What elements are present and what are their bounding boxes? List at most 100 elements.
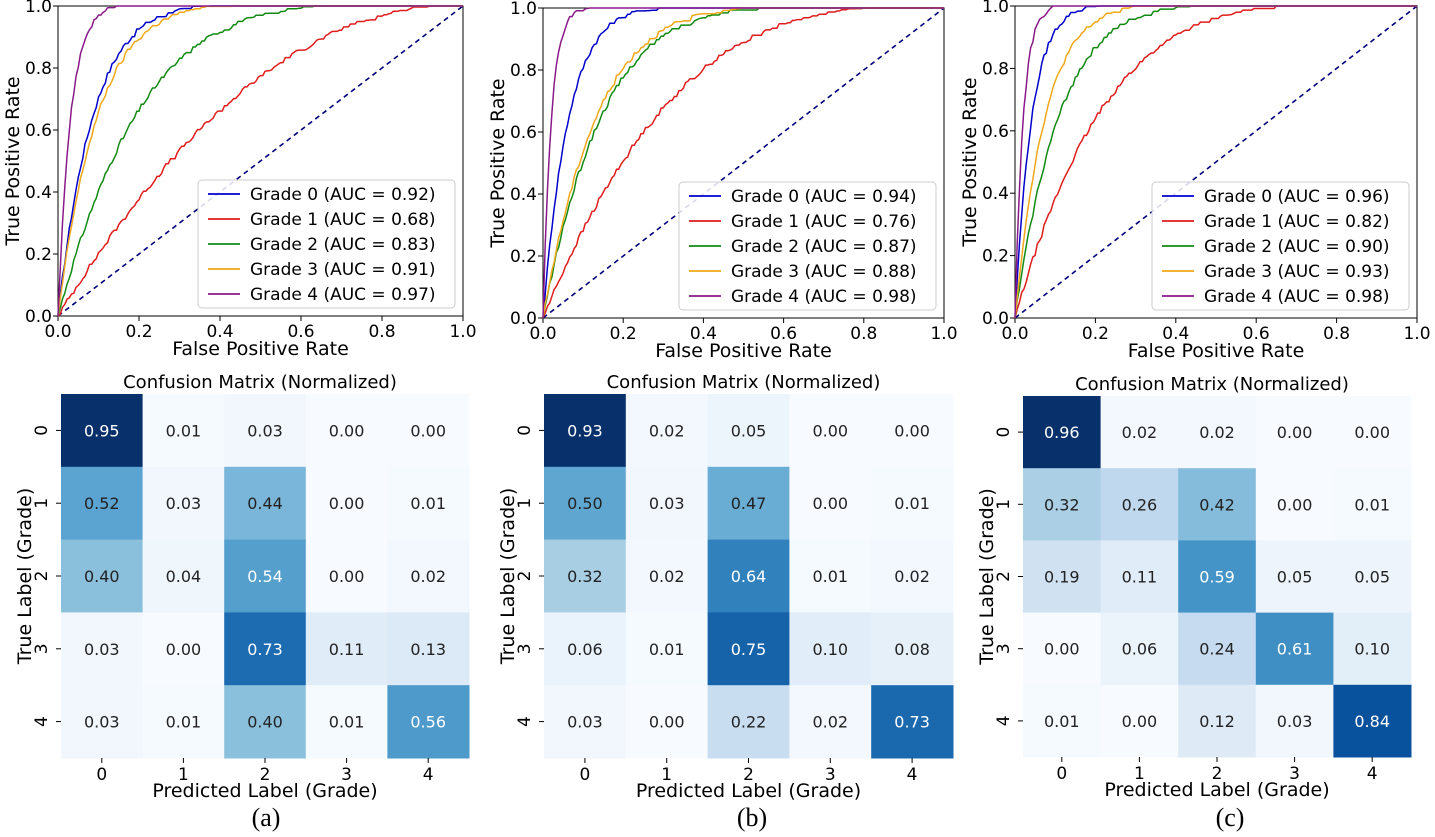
y-tick-label: 1 xyxy=(32,498,52,509)
matrix-cell-value: 0.05 xyxy=(1277,568,1313,587)
matrix-cell xyxy=(1255,468,1334,541)
matrix-cell xyxy=(1333,468,1412,541)
matrix-cell-value: 0.00 xyxy=(812,421,848,440)
x-axis-label: Predicted Label (Grade) xyxy=(1104,779,1329,801)
roc-curve-grade-4 xyxy=(1014,5,1417,319)
matrix-cell xyxy=(707,685,790,759)
panel-caption: (c) xyxy=(1216,803,1245,832)
matrix-title: Confusion Matrix (Normalized) xyxy=(607,372,881,393)
legend-label-grade-4: Grade 4 (AUC = 0.98) xyxy=(1204,287,1390,307)
matrix-cell-value: 0.08 xyxy=(894,640,930,659)
matrix-cell xyxy=(142,685,225,759)
legend-box xyxy=(678,181,937,311)
matrix-cell-value: 0.01 xyxy=(1354,495,1390,514)
matrix-cell-value: 0.03 xyxy=(84,640,120,659)
y-axis-label: True Label (Grade) xyxy=(14,488,36,665)
y-tick-label: 0.6 xyxy=(982,122,1009,142)
matrix-cell-value: 0.40 xyxy=(247,713,283,732)
matrix-cell-value: 0.61 xyxy=(1277,640,1313,659)
matrix-cell-value: 0.19 xyxy=(1044,568,1080,587)
x-tick-label: 0.4 xyxy=(206,322,233,342)
matrix-cell-value: 0.00 xyxy=(1044,640,1080,659)
matrix-cell-value: 0.06 xyxy=(1122,640,1158,659)
matrix-cell xyxy=(387,539,470,613)
matrix-cell-value: 0.84 xyxy=(1354,712,1390,731)
y-axis-label: True Positive Rate xyxy=(2,76,24,246)
matrix-cell xyxy=(625,394,709,468)
y-tick-label: 1.0 xyxy=(25,0,52,17)
matrix-cell xyxy=(1023,468,1102,541)
matrix-cell xyxy=(1178,612,1257,686)
matrix-cell xyxy=(789,612,872,686)
matrix-cell xyxy=(61,539,144,613)
matrix-title: Confusion Matrix (Normalized) xyxy=(123,372,397,393)
matrix-cell xyxy=(1178,396,1257,469)
matrix-cell-value: 0.10 xyxy=(1354,640,1390,659)
legend-label-grade-1: Grade 1 (AUC = 0.76) xyxy=(731,212,917,232)
y-tick-label: 0.0 xyxy=(982,309,1009,329)
matrix-cell-value: 0.00 xyxy=(410,421,446,440)
matrix-cell-value: 0.01 xyxy=(329,713,365,732)
y-tick-label: 4 xyxy=(32,716,52,727)
matrix-cell xyxy=(1178,540,1257,614)
legend-label-grade-0: Grade 0 (AUC = 0.96) xyxy=(1204,187,1390,207)
matrix-cell xyxy=(305,466,388,541)
matrix-cell-value: 0.13 xyxy=(410,640,446,659)
x-tick-label: 3 xyxy=(341,765,352,785)
matrix-cell xyxy=(305,394,388,468)
legend-label-grade-2: Grade 2 (AUC = 0.83) xyxy=(250,235,436,255)
matrix-cell xyxy=(1100,468,1179,541)
y-tick-label: 3 xyxy=(32,643,52,654)
matrix-cell xyxy=(305,539,388,613)
matrix-cell-value: 0.03 xyxy=(247,421,283,440)
matrix-cell-value: 0.02 xyxy=(812,713,848,732)
y-tick-label: 1 xyxy=(994,499,1014,510)
matrix-cell xyxy=(1333,540,1412,614)
panel-caption: (b) xyxy=(737,803,767,832)
x-tick-label: 1.0 xyxy=(1403,324,1430,344)
y-tick-label: 3 xyxy=(515,643,535,654)
matrix-cell-value: 0.00 xyxy=(1277,423,1313,442)
matrix-cell-value: 0.02 xyxy=(1199,423,1235,442)
legend-label-grade-2: Grade 2 (AUC = 0.90) xyxy=(1204,237,1390,257)
x-tick-label: 1 xyxy=(661,765,672,785)
x-tick-label: 2 xyxy=(743,765,754,785)
matrix-cell xyxy=(707,539,790,613)
matrix-cell-value: 0.01 xyxy=(812,567,848,586)
matrix-cell xyxy=(1255,612,1334,686)
matrix-cell xyxy=(871,685,954,759)
matrix-cell xyxy=(224,685,307,759)
matrix-cell xyxy=(1255,684,1334,758)
matrix-cell-value: 0.01 xyxy=(1044,712,1080,731)
confusion-matrix-1: Confusion Matrix (Normalized) 0.95 0.01 0.0… xyxy=(14,372,470,832)
matrix-cell-value: 0.59 xyxy=(1199,568,1235,587)
matrix-cell xyxy=(224,539,307,613)
y-axis-label: True Label (Grade) xyxy=(497,488,519,665)
matrix-cell-value: 0.05 xyxy=(731,421,767,440)
matrix-cell-value: 0.00 xyxy=(812,494,848,513)
matrix-cell-value: 0.00 xyxy=(1277,495,1313,514)
matrix-cell xyxy=(544,685,627,759)
matrix-cell-value: 0.24 xyxy=(1199,640,1235,659)
x-tick-label: 0.0 xyxy=(44,322,71,342)
matrix-cell xyxy=(305,685,388,759)
x-axis-label: False Positive Rate xyxy=(1128,340,1305,362)
legend-label-grade-4: Grade 4 (AUC = 0.98) xyxy=(731,287,917,307)
x-tick-label: 0.0 xyxy=(529,324,556,344)
matrix-cell xyxy=(1023,684,1102,758)
matrix-cell-value: 0.11 xyxy=(1122,568,1158,587)
roc-curve-grade-4 xyxy=(542,7,944,319)
matrix-cell xyxy=(1333,684,1412,758)
matrix-cell-value: 0.40 xyxy=(84,567,120,586)
matrix-cell xyxy=(1100,684,1179,758)
matrix-cell xyxy=(224,394,307,468)
legend-label-grade-1: Grade 1 (AUC = 0.68) xyxy=(250,210,436,230)
y-tick-label: 0.6 xyxy=(510,123,537,143)
matrix-cell xyxy=(1023,612,1102,686)
x-tick-label: 0.6 xyxy=(287,322,314,342)
chance-diagonal-line xyxy=(1014,5,1418,319)
matrix-cell xyxy=(544,539,627,613)
x-tick-label: 4 xyxy=(1367,764,1378,784)
matrix-cell-value: 0.02 xyxy=(894,567,930,586)
matrix-cell-value: 0.26 xyxy=(1122,495,1158,514)
